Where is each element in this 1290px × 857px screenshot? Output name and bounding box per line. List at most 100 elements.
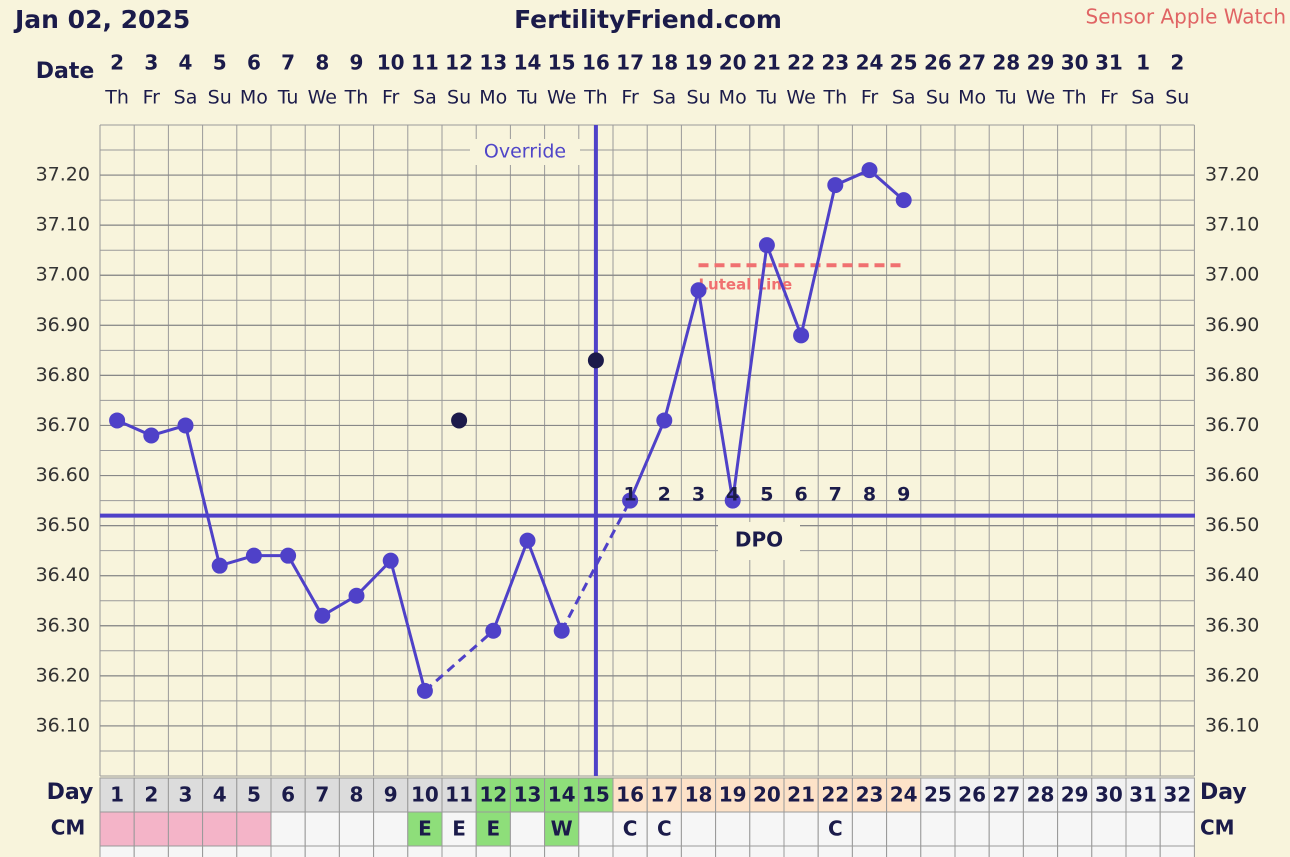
weekday-label: We: [786, 87, 815, 109]
weekday-label: Fr: [621, 87, 639, 109]
dpo-number: 7: [829, 484, 842, 506]
extra-cell: [338, 845, 375, 857]
y-tick-label-right: 36.40: [1205, 564, 1259, 586]
y-tick-label-right: 37.10: [1205, 214, 1259, 236]
weekday-label: We: [308, 87, 337, 109]
date-label: 17: [616, 51, 644, 75]
date-label: 30: [1061, 51, 1089, 75]
extra-cell: [817, 845, 853, 857]
day-cell: [338, 777, 375, 813]
day-number: 4: [213, 783, 227, 807]
cm-cell: [680, 811, 717, 847]
discarded-point: [587, 352, 604, 369]
weekday-label: Su: [208, 87, 232, 109]
cm-cell: [715, 811, 751, 847]
day-number: 22: [821, 783, 849, 807]
cm-cell: [202, 811, 238, 847]
extra-cell: [851, 845, 888, 857]
date-label: 7: [281, 51, 295, 75]
weekday-label: Fr: [143, 87, 161, 109]
weekday-label: Th: [822, 87, 847, 109]
override-label: Override: [484, 141, 566, 163]
cm-cell: [270, 811, 306, 847]
dpo-label-bg: [718, 522, 800, 560]
weekday-label: Fr: [1100, 87, 1118, 109]
y-tick-label: 36.80: [36, 364, 90, 386]
weekday-label: Th: [1062, 87, 1087, 109]
day-cell: [646, 777, 682, 813]
temperature-point: [109, 412, 126, 429]
temperature-point: [245, 547, 262, 564]
cm-cell: [612, 811, 648, 847]
cm-cell: [920, 811, 956, 847]
extra-cell: [612, 845, 648, 857]
dpo-number: 1: [623, 484, 636, 506]
y-tick-label: 36.30: [36, 614, 90, 636]
day-number: 9: [384, 783, 398, 807]
extra-cell: [715, 845, 751, 857]
temperature-point: [348, 587, 365, 604]
date-label: 20: [719, 51, 747, 75]
date-label: 23: [821, 51, 849, 75]
cm-cell: [304, 811, 340, 847]
extra-cell: [133, 845, 169, 857]
cm-cell: [475, 811, 511, 847]
extra-cell: [680, 845, 717, 857]
day-number: 32: [1163, 783, 1191, 807]
weekday-label: Tu: [756, 87, 778, 109]
date-label: 27: [958, 51, 986, 75]
day-number: 29: [1061, 783, 1089, 807]
extra-cell: [1159, 845, 1195, 857]
discarded-point: [451, 412, 468, 429]
y-tick-label-right: 36.20: [1205, 664, 1259, 686]
y-tick-label: 36.40: [36, 564, 90, 586]
day-cell: [99, 777, 135, 813]
day-number: 6: [281, 783, 295, 807]
cm-cell: [373, 811, 409, 847]
dpo-number: 2: [658, 484, 671, 506]
cm-value: E: [418, 817, 432, 841]
date-label: 2: [1170, 51, 1184, 75]
override-label-bg: [470, 139, 580, 165]
day-number: 17: [650, 783, 678, 807]
dpo-number: 6: [794, 484, 807, 506]
day-row-label-right: Day: [1200, 780, 1247, 805]
extra-cell: [202, 845, 238, 857]
cm-value: W: [551, 817, 573, 841]
weekday-label: Th: [104, 87, 129, 109]
date-label: 14: [514, 51, 542, 75]
extra-cell: [954, 845, 990, 857]
y-tick-label-right: 36.50: [1205, 514, 1259, 536]
day-number: 5: [247, 783, 261, 807]
extra-cell: [99, 845, 135, 857]
luteal-label: Luteal Line: [699, 276, 793, 294]
gap-connector: [423, 629, 495, 692]
cm-cell: [783, 811, 819, 847]
y-tick-label-right: 36.90: [1205, 314, 1259, 336]
temperature-point: [690, 282, 707, 299]
extra-cell: [304, 845, 340, 857]
cm-value: E: [452, 817, 466, 841]
y-tick-label: 37.20: [36, 164, 90, 186]
cm-cell: [1159, 811, 1195, 847]
day-number: 16: [616, 783, 644, 807]
cm-value: C: [657, 817, 672, 841]
dpo-number: 4: [726, 484, 739, 506]
day-number: 23: [856, 783, 884, 807]
temperature-point: [485, 622, 502, 639]
temperature-point: [314, 607, 331, 624]
chart-date: Jan 02, 2025: [13, 5, 190, 34]
day-number: 18: [685, 783, 713, 807]
extra-cell: [886, 845, 922, 857]
weekday-label: Mo: [479, 87, 507, 109]
cm-row-label-right: CM: [1200, 816, 1235, 840]
date-label: 15: [548, 51, 576, 75]
weekday-label: Fr: [861, 87, 879, 109]
day-cell: [817, 777, 853, 813]
date-label: 8: [315, 51, 329, 75]
extra-cell: [783, 845, 819, 857]
extra-cell: [1022, 845, 1059, 857]
temperature-point: [211, 557, 228, 574]
day-number: 26: [958, 783, 986, 807]
cm-value: E: [486, 817, 500, 841]
